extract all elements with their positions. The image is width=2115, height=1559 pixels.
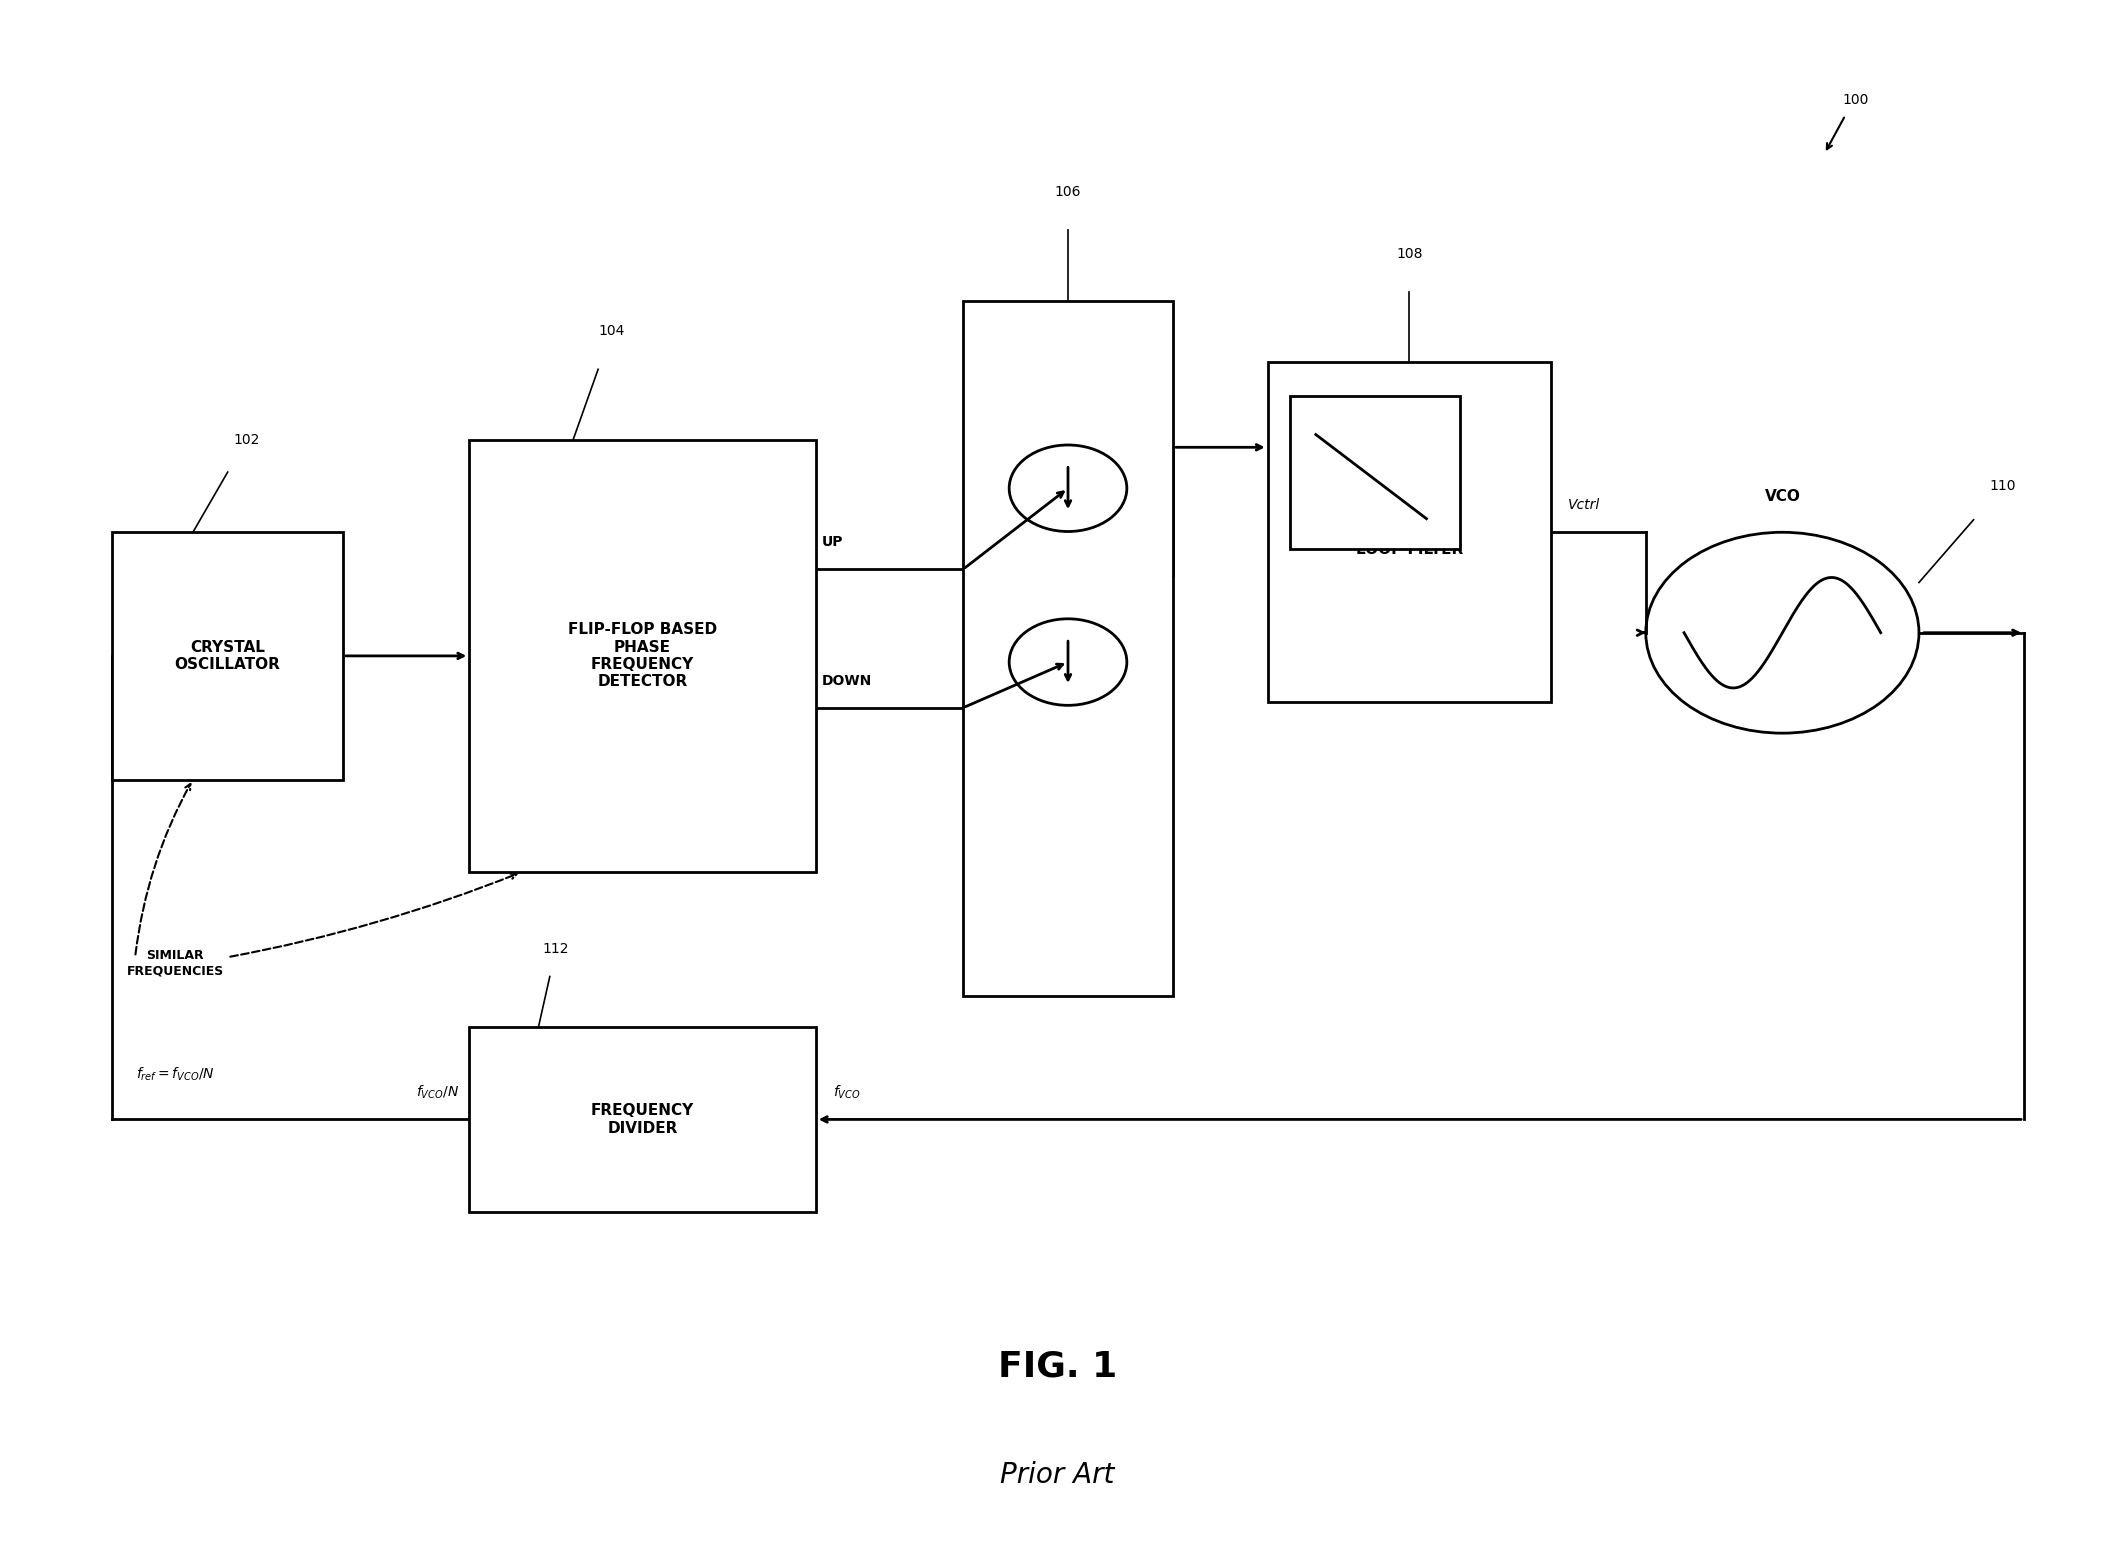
Text: FIG. 1: FIG. 1 xyxy=(998,1350,1117,1384)
FancyBboxPatch shape xyxy=(1267,362,1550,702)
Text: $f_{VCO}$: $f_{VCO}$ xyxy=(833,1084,861,1101)
Text: 102: 102 xyxy=(233,432,260,446)
Text: CRYSTAL
OSCILLATOR: CRYSTAL OSCILLATOR xyxy=(176,639,281,672)
Text: $f_{ref} = f_{VCO}/N$: $f_{ref} = f_{VCO}/N$ xyxy=(135,1065,214,1084)
Text: Vctrl: Vctrl xyxy=(1567,499,1601,511)
Text: Prior Art: Prior Art xyxy=(1000,1461,1115,1489)
Text: VCO: VCO xyxy=(1764,490,1800,505)
Text: SIMILAR
FREQUENCIES: SIMILAR FREQUENCIES xyxy=(127,949,224,977)
FancyBboxPatch shape xyxy=(962,301,1174,996)
Text: 106: 106 xyxy=(1055,186,1081,200)
FancyBboxPatch shape xyxy=(112,532,343,780)
Text: FLIP-FLOP BASED
PHASE
FREQUENCY
DETECTOR: FLIP-FLOP BASED PHASE FREQUENCY DETECTOR xyxy=(569,622,717,689)
FancyBboxPatch shape xyxy=(1290,396,1461,549)
Text: 100: 100 xyxy=(1842,92,1870,106)
FancyBboxPatch shape xyxy=(470,1027,816,1213)
Text: UP: UP xyxy=(823,535,844,549)
Text: 108: 108 xyxy=(1396,248,1423,262)
FancyBboxPatch shape xyxy=(470,440,816,871)
Text: 104: 104 xyxy=(599,324,624,338)
Text: HUGE
LOW PASS
LOOP FILTER: HUGE LOW PASS LOOP FILTER xyxy=(1356,507,1464,557)
Text: FREQUENCY
DIVIDER: FREQUENCY DIVIDER xyxy=(590,1104,694,1135)
Text: 110: 110 xyxy=(1990,479,2016,493)
Text: $f_{VCO}/N$: $f_{VCO}/N$ xyxy=(417,1084,459,1101)
Text: 112: 112 xyxy=(544,943,569,957)
Text: DOWN: DOWN xyxy=(823,673,871,688)
